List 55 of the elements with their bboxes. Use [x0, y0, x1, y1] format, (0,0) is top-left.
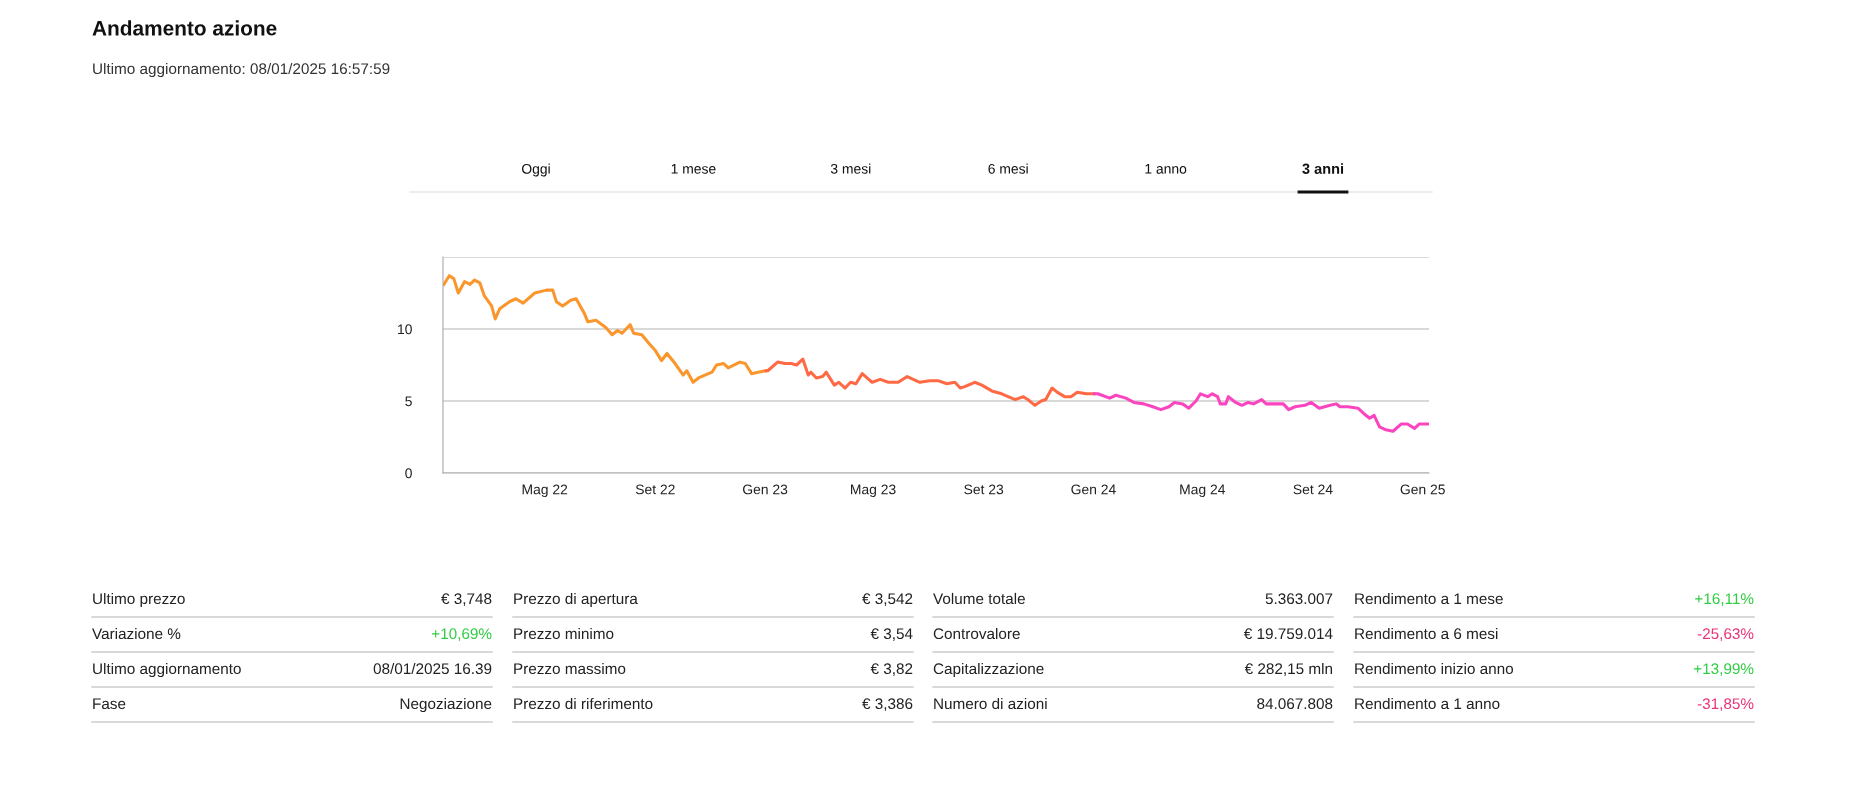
text: € 3,82 — [870, 663, 913, 676]
text: Numero di azioni — [934, 697, 1047, 710]
text: € 19.759.014 — [1243, 628, 1333, 640]
text: 08/01/2025 16.39 — [373, 662, 492, 675]
x-tick-label: Gen 24 — [1071, 484, 1116, 495]
x-tick-label: Set 23 — [964, 484, 1004, 495]
text: Negoziazione — [400, 697, 492, 713]
text: Prezzo di riferimento — [514, 697, 653, 710]
text: Fase — [93, 698, 126, 710]
x-tick-label: Mag 22 — [522, 484, 568, 498]
x-tick-label: Gen 25 — [1400, 484, 1445, 495]
text: Variazione % — [92, 627, 181, 640]
text: 84.067.808 — [1257, 698, 1333, 710]
text: € 3,748 — [441, 593, 492, 606]
text: Ultimo prezzo — [93, 592, 185, 608]
text: Volume totale — [933, 592, 1025, 605]
x-tick-label: Mag 24 — [1180, 484, 1226, 498]
x-tick-label: Mag 23 — [851, 484, 896, 498]
text: Prezzo massimo — [514, 662, 626, 675]
text: 3 mesi — [830, 163, 871, 174]
text: Rendimento a 6 mesi — [1355, 627, 1498, 640]
y-tick-label: 0 — [405, 468, 412, 479]
text: Prezzo minimo — [514, 627, 614, 640]
text: 6 mesi — [988, 163, 1028, 174]
text: 5.363.007 — [1265, 593, 1333, 605]
text: Prezzo di apertura — [514, 592, 638, 608]
text: € 3,386 — [862, 698, 913, 711]
text: Rendimento inizio anno — [1355, 662, 1514, 675]
text: -25,63% — [1697, 628, 1754, 641]
text: Controvalore — [933, 627, 1020, 640]
text: Rendimento a 1 mese — [1355, 592, 1503, 605]
text: Ultimo aggiornamento: 08/01/2025 16:57:59 — [93, 62, 390, 78]
text: € 282,15 mln — [1244, 662, 1333, 676]
x-tick-label: Gen 23 — [742, 484, 788, 495]
text: +10,69% — [432, 628, 492, 641]
text: 3 anni — [1302, 163, 1344, 174]
line-series — [1092, 392, 1429, 433]
text: € 3,54 — [870, 628, 913, 641]
x-tick-label: Set 24 — [1293, 484, 1333, 495]
text: Rendimento a 1 anno — [1355, 697, 1500, 710]
text: +13,99% — [1694, 663, 1754, 676]
line-series — [443, 274, 768, 384]
text: Ultimo aggiornamento — [93, 662, 241, 678]
line-series — [764, 357, 1096, 407]
text: Oggi — [521, 163, 550, 177]
y-tick-label: 5 — [405, 396, 412, 407]
text: Capitalizzazione — [933, 662, 1044, 678]
text: Andamento azione — [92, 20, 277, 36]
text: +16,11% — [1695, 593, 1754, 606]
text: 1 mese — [671, 164, 716, 174]
text: € 3,542 — [862, 593, 913, 606]
text: 1 anno — [1145, 164, 1187, 174]
x-tick-label: Set 22 — [635, 484, 675, 495]
text: -31,85% — [1697, 698, 1754, 711]
y-tick-label: 10 — [398, 324, 412, 335]
